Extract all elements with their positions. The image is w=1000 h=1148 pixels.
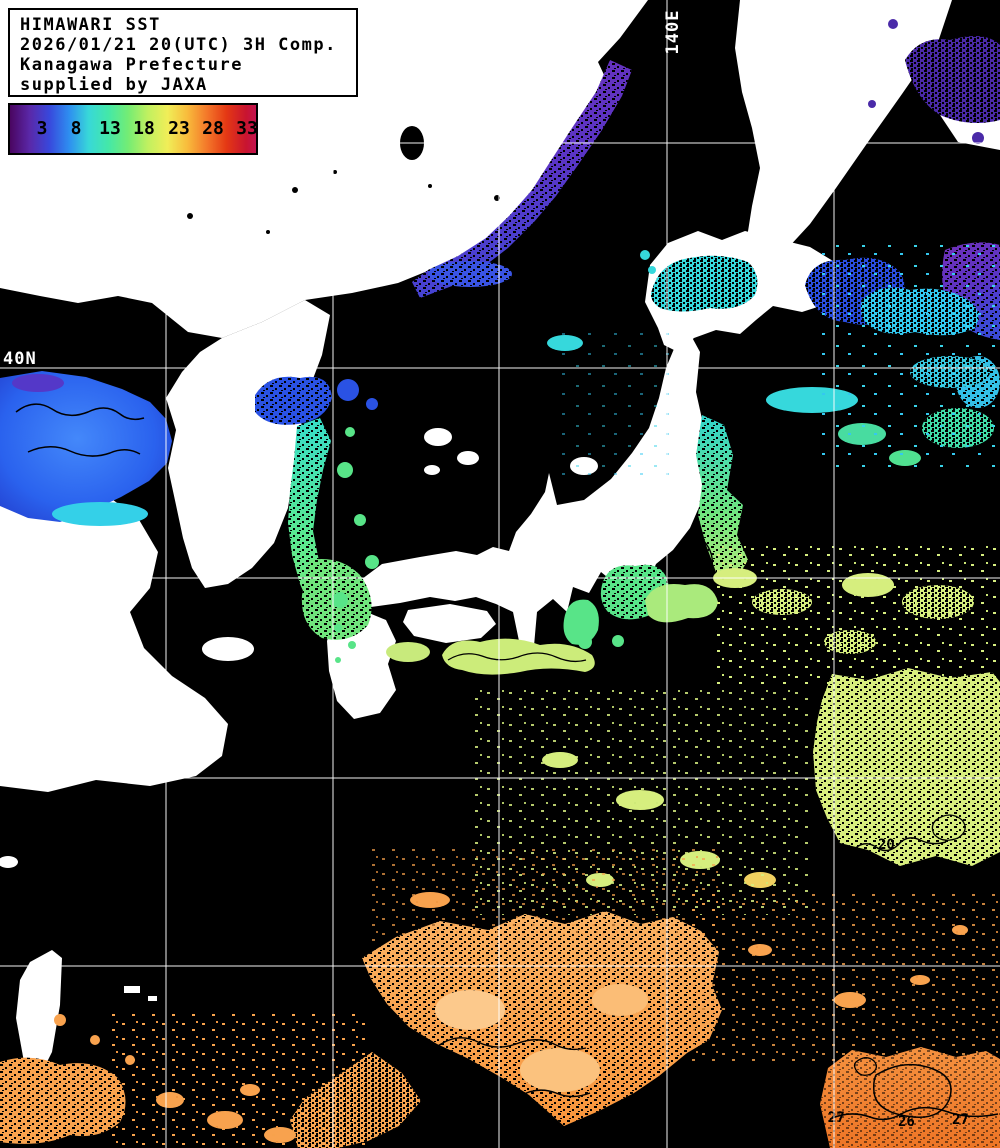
sst-colorbar: 3 8 13 18 23 28 33	[8, 103, 258, 155]
landmass-korea	[166, 300, 330, 588]
colorbar-tick-18: 18	[133, 118, 155, 139]
contour-label-20: 20	[878, 837, 895, 853]
colorbar-tick-23: 23	[168, 118, 190, 139]
landmass-sakhalin-band	[735, 0, 952, 260]
landmass-china-coast	[0, 472, 228, 792]
colorbar-tick-33: 33	[236, 118, 258, 139]
contour-label-27: 27	[952, 1112, 969, 1128]
sst-fields	[0, 19, 1000, 1148]
cloud-blob-4	[0, 856, 18, 868]
sst-green-specks-west	[332, 427, 379, 663]
cloud-blob-2	[457, 451, 479, 465]
colorbar-tick-28: 28	[202, 118, 224, 139]
longitude-label-140e: 140E	[663, 10, 683, 55]
map-title: HIMAWARI SST	[20, 15, 161, 35]
cloud-speck-2	[148, 996, 157, 1001]
map-region: Kanagawa Prefecture	[20, 55, 243, 75]
cloud-speck-1	[124, 986, 140, 993]
cloud-blob-1	[424, 428, 452, 446]
landmass-shikoku	[403, 604, 496, 643]
colorbar-tick-3: 3	[36, 118, 48, 139]
grid-labels: 40N 140E	[3, 10, 683, 369]
landmass-taiwan	[16, 950, 62, 1080]
colorbar-tick-13: 13	[99, 118, 121, 139]
colorbar-tick-8: 8	[70, 118, 82, 139]
contour-label-27b: 27	[828, 1110, 845, 1126]
landmass-jeju	[202, 637, 254, 661]
sst-oyashio-field	[560, 245, 1000, 480]
map-credit: supplied by JAXA	[20, 75, 208, 95]
latitude-label-40n: 40N	[3, 349, 37, 369]
contour-label-26: 26	[898, 1114, 915, 1130]
cloud-blob-3	[424, 465, 440, 475]
map-datetime: 2026/01/21 20(UTC) 3H Comp.	[20, 35, 337, 55]
contour-labels: 20 26 27 27	[828, 837, 969, 1130]
land-cloud-layer	[0, 0, 1000, 1080]
map-title-box: HIMAWARI SST 2026/01/21 20(UTC) 3H Comp.…	[8, 8, 358, 97]
